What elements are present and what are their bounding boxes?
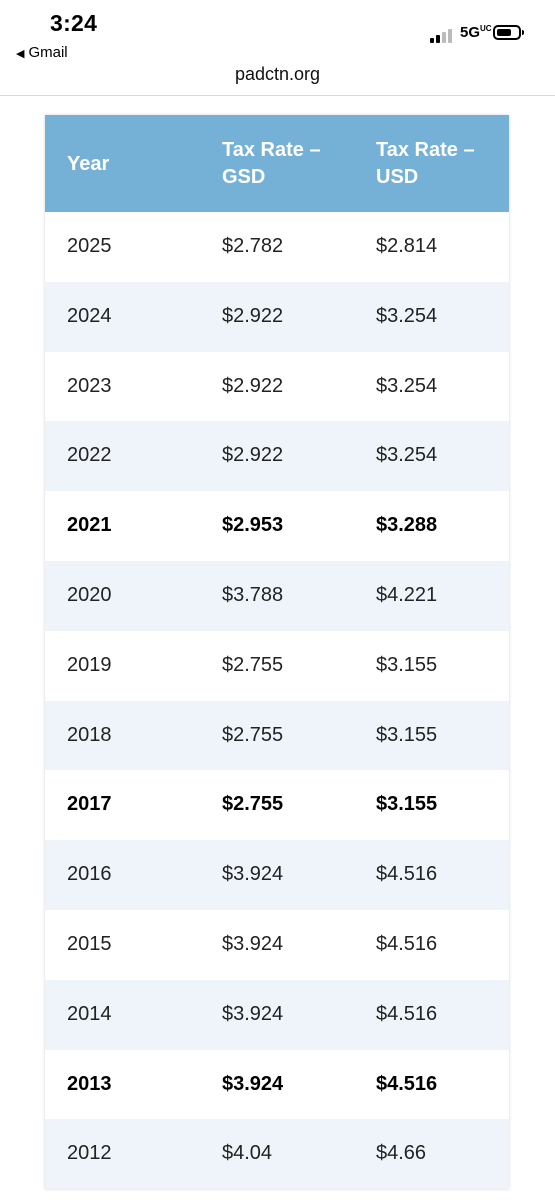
cell-tax-rate-usd: $4.516 [376,1072,438,1095]
table-row: 2014 $3.924 $4.516 [45,979,509,1050]
address-bar-url[interactable]: padctn.org [234,64,321,84]
cell-year: 2020 [67,583,112,606]
table-header: Year Tax Rate – GSD Tax Rate – USD [45,115,509,212]
cell-year: 2022 [67,444,112,467]
cell-tax-rate-usd: $4.66 [376,1142,427,1165]
back-to-app-link[interactable]: ◀ Gmail [16,44,68,61]
cell-tax-rate-gsd: $3.924 [222,863,284,886]
cell-tax-rate-gsd: $2.755 [222,653,284,676]
cell-tax-rate-gsd: $2.922 [222,374,284,397]
cell-tax-rate-usd: $3.254 [376,444,438,467]
table-row: 2013 $3.924 $4.516 [45,1050,509,1120]
cell-tax-rate-gsd: $3.788 [222,583,284,606]
cell-tax-rate-usd: $4.221 [376,583,438,606]
table-row: 2024 $2.922 $3.254 [45,281,509,352]
cell-year: 2017 [67,793,112,816]
cell-year: 2018 [67,723,112,746]
network-indicator: 5GUC [460,24,492,41]
cell-tax-rate-usd: $3.288 [376,514,438,537]
cell-tax-rate-usd: $3.155 [376,793,438,816]
cell-tax-rate-usd: $4.516 [376,1002,438,1025]
status-bar: 3:24 ◀ Gmail 5GUC [0,0,555,66]
table-row: 2018 $2.755 $3.155 [45,700,509,771]
cell-tax-rate-gsd: $2.755 [222,793,284,816]
cell-tax-rate-gsd: $2.922 [222,304,284,327]
cell-year: 2024 [67,304,112,327]
table-row: 2020 $3.788 $4.221 [45,560,509,631]
table-row: 2023 $2.922 $3.254 [45,352,509,422]
cell-tax-rate-gsd: $4.04 [222,1142,273,1165]
cell-year: 2023 [67,374,112,397]
table-row: 2022 $2.922 $3.254 [45,421,509,492]
cell-tax-rate-gsd: $2.755 [222,723,284,746]
cell-tax-rate-usd: $4.516 [376,863,438,886]
header-tax-rate-gsd: Tax Rate – GSD [222,139,321,188]
cell-year: 2012 [67,1142,112,1165]
cell-tax-rate-usd: $2.814 [376,235,438,257]
cell-tax-rate-gsd: $2.782 [222,235,284,257]
network-sup: UC [480,24,492,33]
status-time: 3:24 [50,10,98,36]
cell-tax-rate-usd: $3.155 [376,653,438,676]
header-tax-rate-usd: Tax Rate – USD [376,139,475,188]
network-label: 5G [460,24,481,41]
cell-tax-rate-gsd: $2.922 [222,444,284,467]
table-row: 2015 $3.924 $4.516 [45,910,509,980]
cell-tax-rate-usd: $3.254 [376,304,438,327]
table-row: 2016 $3.924 $4.516 [45,840,509,910]
table-row: 2021 $2.953 $3.288 [45,491,509,561]
table-body: 2025 $2.782 $2.814 2024 $2.922 $3.254 2023 $2.9… [45,212,509,1190]
cell-year: 2015 [67,932,112,955]
cellular-signal-icon [430,27,456,43]
cell-year: 2021 [67,514,112,537]
tax-rate-table: Year Tax Rate – GSD Tax Rate – USD 2025 $… [45,115,509,1190]
cell-tax-rate-gsd: $3.924 [222,932,284,955]
table-row: 2019 $2.755 $3.155 [45,631,509,701]
battery-icon [493,25,524,40]
cell-year: 2025 [67,235,112,257]
cell-tax-rate-usd: $3.155 [376,723,438,746]
back-arrow-icon: ◀ [16,48,25,60]
cell-year: 2019 [67,653,112,676]
table-row: 2017 $2.755 $3.155 [45,770,509,840]
table-row: 2012 $4.04 $4.66 [45,1119,509,1190]
table-row: 2025 $2.782 $2.814 [45,212,509,282]
toolbar-divider [0,95,555,96]
cell-tax-rate-usd: $4.516 [376,932,438,955]
cell-year: 2014 [67,1002,112,1025]
cell-year: 2013 [67,1072,112,1095]
cell-tax-rate-gsd: $2.953 [222,514,284,537]
cell-tax-rate-gsd: $3.924 [222,1002,284,1025]
cell-tax-rate-usd: $3.254 [376,374,438,397]
cell-year: 2016 [67,863,112,886]
header-year: Year [67,153,110,175]
back-app-label: Gmail [28,44,68,61]
cell-tax-rate-gsd: $3.924 [222,1072,284,1095]
